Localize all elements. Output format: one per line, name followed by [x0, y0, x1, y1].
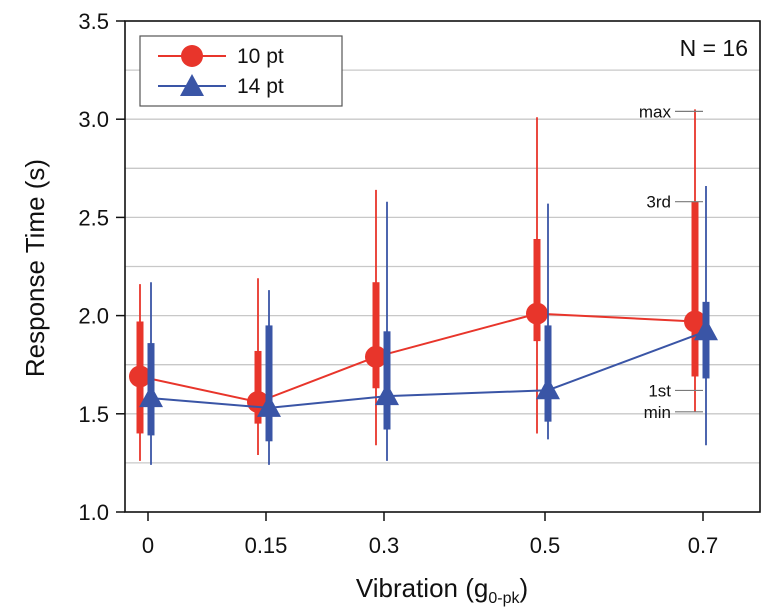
x-tick-label: 0.7	[688, 533, 719, 558]
y-tick-label: 2.0	[78, 304, 109, 329]
mean-marker	[139, 385, 163, 408]
mean-marker	[257, 394, 281, 417]
x-tick-label: 0.15	[245, 533, 288, 558]
mean-marker	[129, 365, 151, 388]
iqr-bar	[383, 331, 391, 430]
y-tick-label: 3.0	[78, 107, 109, 132]
x-tick-label: 0	[142, 533, 154, 558]
annotation-label-q1: 1st	[648, 381, 671, 400]
legend-label-14pt: 14 pt	[237, 75, 284, 98]
iqr-bar	[254, 350, 262, 424]
mean-marker	[536, 377, 560, 400]
legend-marker-14pt	[180, 74, 204, 96]
mean-marker	[526, 302, 548, 325]
y-axis: 1.0 1.5 2.0 2.5 3.0 3.5	[78, 9, 125, 525]
x-axis-title-subscript: 0-pk	[488, 590, 520, 607]
mean-marker	[365, 345, 387, 368]
x-tick-label: 0.5	[530, 533, 561, 558]
iqr-bar	[265, 325, 273, 442]
plot-frame	[124, 20, 761, 513]
y-tick-label: 3.5	[78, 9, 109, 34]
iqr-bar	[533, 239, 541, 342]
y-tick-label: 2.5	[78, 205, 109, 230]
mean-marker	[684, 310, 706, 333]
mean-marker	[375, 383, 399, 406]
legend: 10 pt 14 pt	[139, 35, 343, 107]
grid-lines	[125, 69, 760, 464]
iqr-bar	[372, 282, 380, 389]
x-axis: 0 0.15 0.3 0.5 0.7	[142, 512, 718, 558]
legend-label-10pt: 10 pt	[237, 45, 284, 68]
x-tick-label: 0.3	[369, 533, 400, 558]
box-annotations: max 3rd 1st min	[639, 102, 703, 422]
annotation-label-min: min	[644, 403, 671, 422]
mean-marker	[694, 318, 718, 341]
annotation-label-q3: 3rd	[646, 193, 671, 212]
annotation-label-max: max	[639, 102, 672, 121]
legend-marker-10pt	[181, 45, 203, 67]
x-axis-title: Vibration (g0-pk)	[356, 573, 528, 607]
iqr-bar	[544, 325, 552, 422]
x-axis-title-suffix: )	[519, 573, 528, 603]
iqr-bar	[691, 201, 699, 377]
y-tick-label: 1.0	[78, 500, 109, 525]
y-axis-title: Response Time (s)	[20, 159, 50, 377]
series-layer	[129, 109, 718, 465]
x-axis-title-main: Vibration (g	[356, 573, 489, 603]
sample-size-annotation: N = 16	[680, 35, 748, 61]
series-0	[129, 109, 706, 461]
series-1	[139, 185, 718, 465]
mean-line	[139, 312, 696, 404]
legend-box	[139, 35, 343, 107]
y-tick-label: 1.5	[78, 402, 109, 427]
